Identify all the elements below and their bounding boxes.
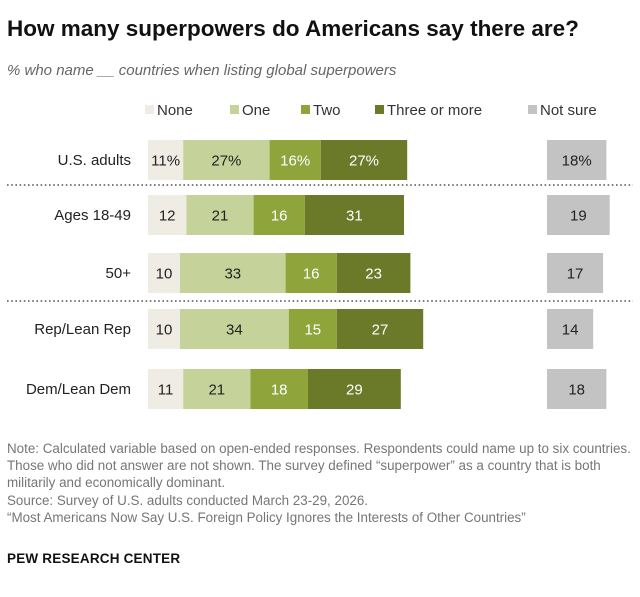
bar-label-three-or-more: 27% [349,153,379,170]
bar-label-not-sure: 18 [568,382,585,399]
bar-label-none: 11% [151,153,180,170]
bar-one [183,369,251,409]
stacked-bar-chart: None One Two Three or more Not sure U.S. adul… [7,102,633,409]
legend-swatch-none [145,105,154,114]
legend-swatch-one [230,105,239,114]
bar-label-not-sure: 17 [567,266,584,283]
bar-label-one: 21 [212,208,229,225]
bar-three-or-more [336,253,411,293]
bar-two [253,195,305,235]
bar-label-not-sure: 14 [562,322,579,339]
bar-one [183,140,270,180]
bar-label-one: 34 [226,322,243,339]
bar-two [288,309,337,349]
row-label-dem-lean-dem: Dem/Lean Dem [26,381,131,398]
bar-label-none: 10 [156,266,173,283]
bar-two [269,140,321,180]
brand-name: PEW RESEARCH CENTER [7,551,181,566]
bar-label-two: 16 [271,208,288,225]
bar-one [180,253,286,293]
legend-swatch-three-or-more [375,105,384,114]
bar-label-one: 27% [211,153,241,170]
bar-label-three-or-more: 29 [346,382,363,399]
row-label-ages-18-49: Ages 18-49 [54,207,131,224]
row-label-rep-lean-rep: Rep/Lean Rep [34,321,131,338]
bar-three-or-more [304,195,404,235]
legend-label-one: One [242,102,270,119]
legend-label-three-or-more: Three or more [387,102,482,119]
source-text: Source: Survey of U.S. adults conducted … [7,492,369,508]
bar-two [285,253,337,293]
legend-label-not-sure: Not sure [540,102,597,119]
bar-not-sure [547,253,604,293]
bar-label-none: 10 [156,322,173,339]
bar-three-or-more [308,369,401,409]
bar-label-two: 18 [271,382,288,399]
chart-subtitle: % who name __ countries when listing glo… [7,62,397,79]
bar-label-three-or-more: 23 [365,266,382,283]
note-text: Note: Calculated variable based on open-… [7,441,631,491]
bar-not-sure [547,369,607,409]
bar-not-sure [547,309,594,349]
legend-label-two: Two [313,102,341,119]
row-label-u-s-adults: U.S. adults [58,152,131,169]
row-label-50: 50+ [106,265,132,282]
bar-label-none: 12 [159,208,176,225]
bar-none [148,253,180,293]
bar-label-not-sure: 18% [562,153,592,170]
bar-one [180,309,289,349]
bar-label-three-or-more: 31 [346,208,363,225]
bar-none [148,140,184,180]
bar-label-one: 21 [208,382,225,399]
chart-notes: Note: Calculated variable based on open-… [7,440,635,526]
bar-three-or-more [336,309,424,349]
legend-swatch-not-sure [528,105,537,114]
bar-label-two: 15 [304,322,321,339]
bar-label-two: 16 [303,266,320,283]
report-title: “Most Americans Now Say U.S. Foreign Pol… [7,509,526,525]
bar-three-or-more [320,140,408,180]
bar-not-sure [547,140,607,180]
legend-swatch-two [301,105,310,114]
bar-none [148,309,180,349]
bar-not-sure [547,195,610,235]
bar-label-three-or-more: 27 [372,322,389,339]
legend-label-none: None [157,102,193,119]
chart-title: How many superpowers do Americans say th… [7,16,579,41]
bar-label-not-sure: 19 [570,208,587,225]
bar-two [250,369,308,409]
bar-one [186,195,254,235]
bar-none [148,195,187,235]
bar-label-one: 33 [224,266,241,283]
bar-label-none: 11 [158,382,174,399]
bar-label-two: 16% [280,153,310,170]
bar-none [148,369,184,409]
